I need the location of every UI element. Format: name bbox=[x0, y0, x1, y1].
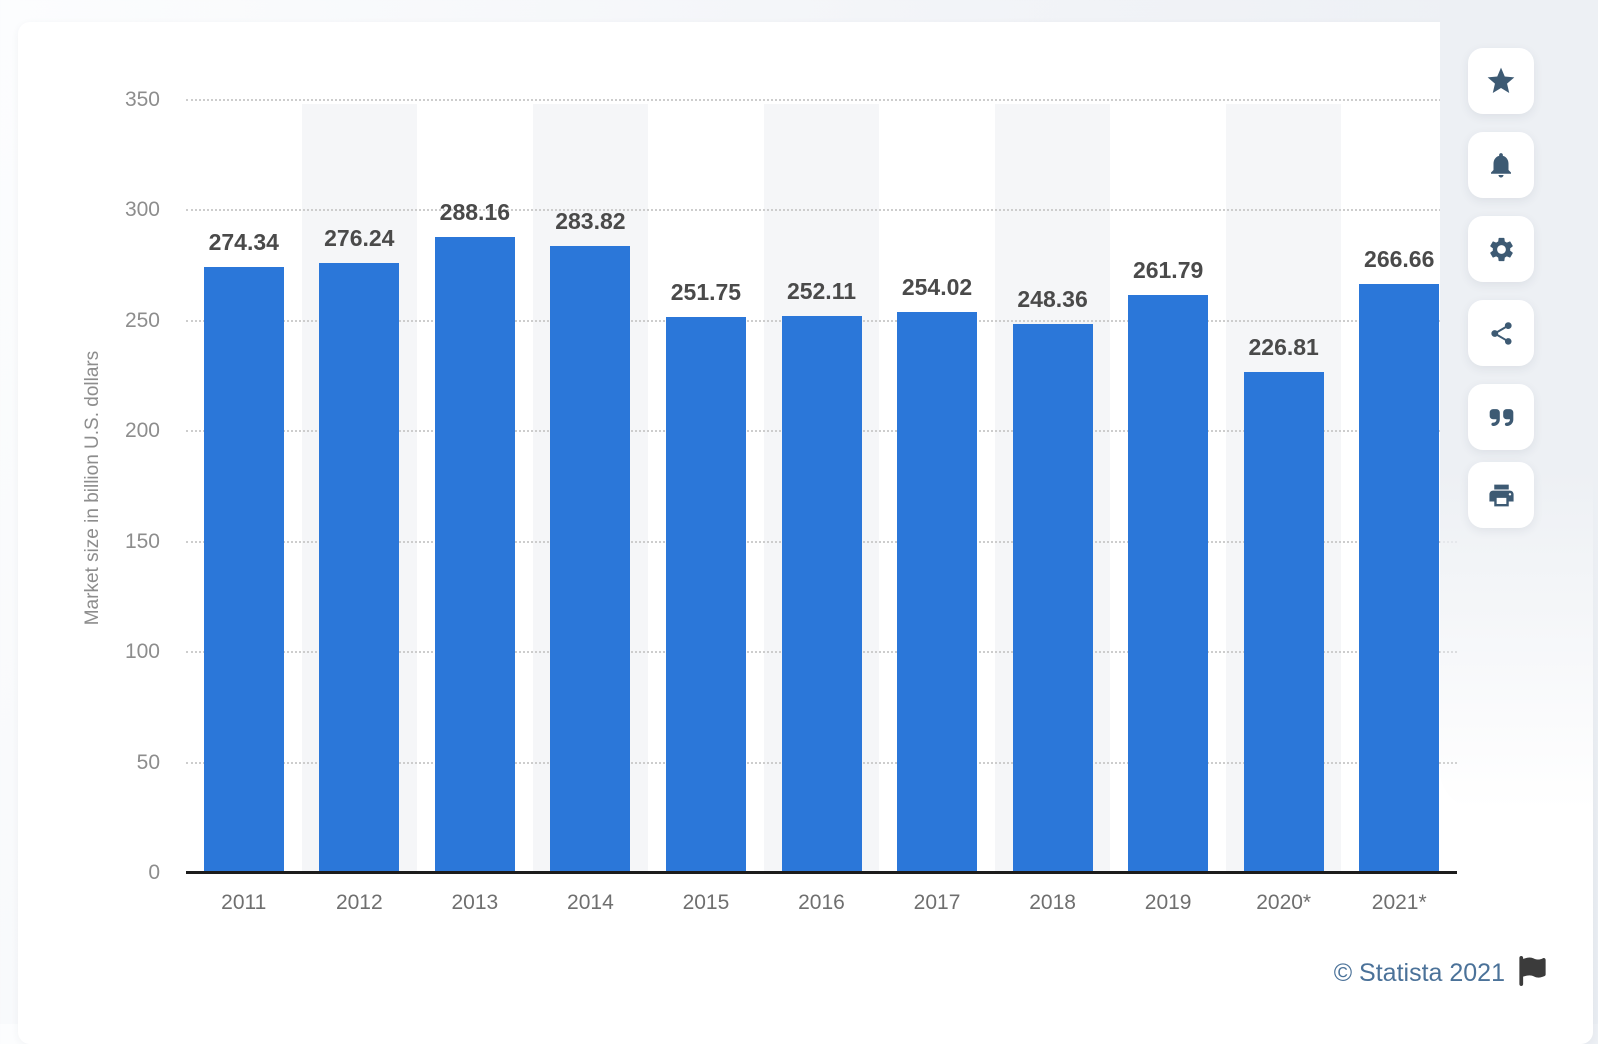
bar-value-label: 274.34 bbox=[208, 229, 279, 256]
bar-2015[interactable] bbox=[665, 316, 746, 873]
x-tick-label: 2019 bbox=[1144, 891, 1192, 914]
x-tick-label: 2020* bbox=[1256, 891, 1312, 914]
bar-2018[interactable] bbox=[1012, 324, 1093, 873]
bar-value-label: 248.36 bbox=[1017, 286, 1088, 313]
bar-value-label: 276.24 bbox=[324, 224, 395, 251]
gear-icon bbox=[1489, 237, 1513, 261]
bar-2013[interactable] bbox=[434, 236, 515, 873]
x-tick-label: 2012 bbox=[335, 891, 383, 914]
settings-button[interactable] bbox=[1468, 216, 1534, 282]
x-tick-label: 2014 bbox=[567, 891, 614, 914]
x-tick-label: 2021* bbox=[1371, 891, 1427, 914]
bar-value-label: 261.79 bbox=[1132, 256, 1204, 283]
flag-icon[interactable] bbox=[1519, 956, 1546, 991]
bar-value-label: 251.75 bbox=[670, 278, 742, 305]
bar-value-label: 266.66 bbox=[1364, 246, 1435, 273]
bar-2021*[interactable] bbox=[1359, 284, 1440, 873]
bar-2012[interactable] bbox=[319, 262, 400, 873]
share-icon bbox=[1490, 321, 1512, 345]
alerts-button[interactable] bbox=[1468, 132, 1534, 198]
bar-value-label: 226.81 bbox=[1248, 334, 1319, 361]
x-tick-label: 2018 bbox=[1029, 891, 1076, 914]
chart-footer: © Statista 2021 bbox=[1334, 956, 1546, 991]
gridline bbox=[186, 99, 1457, 101]
x-tick-label: 2016 bbox=[798, 891, 845, 914]
star-icon bbox=[1487, 67, 1515, 93]
y-tick-label: 300 bbox=[124, 198, 160, 222]
printer-icon bbox=[1488, 484, 1514, 506]
bar-2011[interactable] bbox=[203, 267, 284, 873]
print-button[interactable] bbox=[1468, 462, 1534, 528]
share-button[interactable] bbox=[1468, 300, 1534, 366]
y-tick-label: 150 bbox=[124, 529, 160, 553]
bell-icon bbox=[1491, 153, 1511, 178]
bar-2020*[interactable] bbox=[1243, 372, 1324, 873]
bar-value-label: 252.11 bbox=[786, 278, 857, 305]
copyright-link[interactable]: © Statista 2021 bbox=[1333, 959, 1505, 987]
y-tick-label: 350 bbox=[124, 88, 160, 111]
gridline bbox=[186, 209, 1457, 212]
x-tick-label: 2013 bbox=[451, 891, 499, 914]
y-tick-label: 250 bbox=[124, 308, 160, 332]
favorite-button[interactable] bbox=[1468, 48, 1534, 114]
y-tick-label: 100 bbox=[124, 640, 160, 664]
x-tick-label: 2017 bbox=[913, 891, 961, 914]
y-axis-title: Market size in billion U.S. dollars bbox=[82, 350, 103, 626]
bar-2014[interactable] bbox=[550, 246, 631, 873]
x-tick-label: 2011 bbox=[221, 891, 267, 914]
x-tick-label: 2015 bbox=[682, 891, 730, 914]
x-axis-line bbox=[186, 871, 1457, 874]
quote-icon bbox=[1489, 408, 1513, 426]
y-tick-label: 50 bbox=[136, 750, 160, 774]
bar-2019[interactable] bbox=[1128, 294, 1209, 873]
bar-2017[interactable] bbox=[897, 311, 978, 873]
y-tick-label: 200 bbox=[124, 419, 160, 443]
bar-value-label: 254.02 bbox=[901, 273, 973, 300]
y-tick-label: 0 bbox=[148, 861, 160, 884]
bar-value-label: 283.82 bbox=[555, 208, 626, 235]
cite-button[interactable] bbox=[1468, 384, 1534, 450]
bar-2016[interactable] bbox=[781, 316, 862, 873]
bar-value-label: 288.16 bbox=[439, 198, 511, 225]
